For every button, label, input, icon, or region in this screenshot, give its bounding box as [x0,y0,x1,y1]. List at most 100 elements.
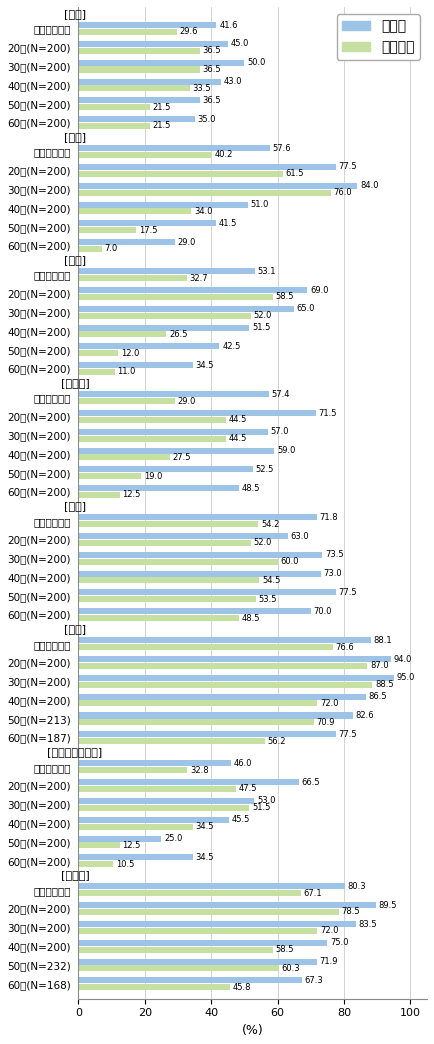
Bar [78,448,274,454]
Bar [78,331,166,337]
Text: 77.5: 77.5 [339,588,357,597]
Bar [78,977,302,983]
Text: 17.5: 17.5 [139,226,158,235]
Text: 86.5: 86.5 [368,692,387,702]
Text: 51.5: 51.5 [252,803,270,812]
Bar [78,60,244,66]
Bar [78,835,161,841]
Text: 76.6: 76.6 [335,643,354,651]
Bar [78,712,353,718]
Legend: 認知度, 利用意向: 認知度, 利用意向 [337,14,420,60]
Text: 42.5: 42.5 [222,341,240,351]
Text: 36.5: 36.5 [202,65,221,74]
Text: 65.0: 65.0 [297,304,316,313]
Text: 21.5: 21.5 [152,102,171,112]
Bar [78,786,236,792]
Bar [78,816,230,823]
Text: [日本]: [日本] [64,9,86,19]
Text: 57.4: 57.4 [272,389,290,399]
Text: 56.2: 56.2 [268,737,286,745]
Bar [78,78,221,85]
Text: 52.0: 52.0 [254,311,272,321]
Text: 69.0: 69.0 [310,285,329,294]
Text: 41.5: 41.5 [219,219,237,228]
Bar [78,123,150,128]
Text: 58.5: 58.5 [275,945,294,954]
Text: 54.2: 54.2 [261,520,279,528]
Bar [78,209,191,214]
Bar [78,246,102,252]
Bar [78,552,322,557]
Text: 88.1: 88.1 [374,636,392,645]
Bar [78,958,317,965]
Text: 40.2: 40.2 [214,150,233,160]
Bar [78,571,321,576]
Bar [78,928,317,933]
Text: 78.5: 78.5 [342,907,360,917]
Text: 77.5: 77.5 [339,163,357,171]
Text: 71.5: 71.5 [319,408,337,418]
Bar [78,152,212,158]
Bar [78,41,228,47]
Text: [韓国]: [韓国] [64,501,86,512]
Bar [78,515,317,520]
Text: 73.5: 73.5 [325,550,344,560]
Text: 54.5: 54.5 [262,576,280,585]
Text: 34.5: 34.5 [196,822,214,831]
Bar [78,190,331,195]
Bar [78,682,372,688]
Text: 7.0: 7.0 [104,244,118,254]
Text: 43.0: 43.0 [224,77,242,86]
Bar [78,533,288,539]
Bar [78,22,217,28]
Text: 67.3: 67.3 [305,976,323,984]
Text: 45.5: 45.5 [232,815,250,825]
Text: 29.6: 29.6 [179,27,198,37]
Text: [英国]: [英国] [64,255,86,265]
Text: 84.0: 84.0 [360,182,378,190]
Bar [78,306,294,312]
Bar [78,656,391,662]
Text: 44.5: 44.5 [229,434,247,443]
Text: 52.0: 52.0 [254,539,272,547]
Bar [78,824,193,830]
Text: 45.8: 45.8 [233,982,252,992]
Text: 63.0: 63.0 [290,531,309,541]
Text: 70.0: 70.0 [313,607,332,616]
Text: [中国]: [中国] [64,624,86,634]
Bar [78,369,115,375]
Bar [78,97,200,103]
Text: 45.0: 45.0 [230,40,249,48]
Bar [78,183,357,189]
Text: 57.0: 57.0 [270,427,289,436]
Text: 48.5: 48.5 [242,483,260,493]
Text: 52.5: 52.5 [255,465,274,474]
Bar [78,392,269,398]
Text: 72.0: 72.0 [320,699,339,708]
Bar [78,701,317,707]
Text: 41.6: 41.6 [219,21,238,29]
Text: 61.5: 61.5 [285,169,304,179]
Bar [78,350,118,356]
Text: 51.0: 51.0 [250,200,269,209]
Bar [78,171,283,176]
Text: 12.5: 12.5 [122,840,141,850]
Bar [78,644,333,650]
Bar [78,485,240,492]
Text: 35.0: 35.0 [197,115,216,123]
Bar [78,693,365,699]
Bar [78,902,375,908]
Text: 57.6: 57.6 [272,144,291,152]
Text: 82.6: 82.6 [355,711,374,720]
Text: 72.0: 72.0 [320,926,339,935]
Text: 70.9: 70.9 [316,718,335,727]
Bar [78,891,301,896]
Text: 77.5: 77.5 [339,730,357,739]
Text: 34.0: 34.0 [194,207,212,216]
Bar [78,596,256,602]
Bar [78,590,336,595]
Bar [78,805,250,811]
Text: 89.5: 89.5 [378,901,397,909]
Bar [78,609,311,614]
Bar [78,48,200,53]
